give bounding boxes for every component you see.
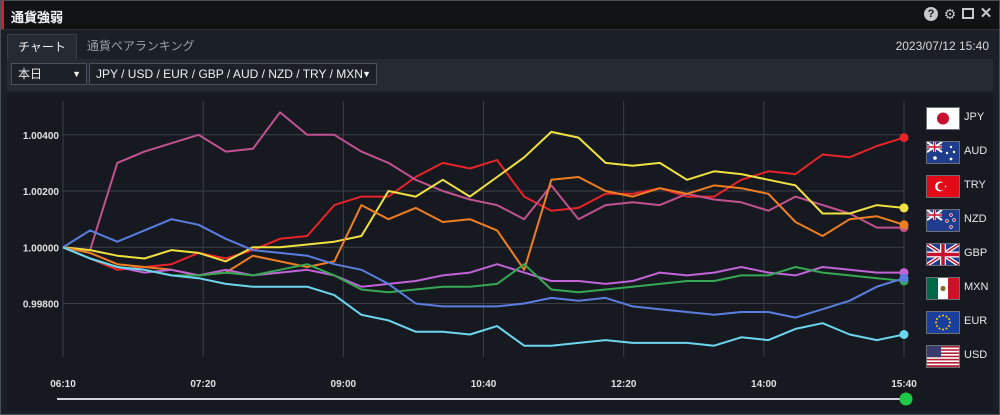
end-point-nzd xyxy=(899,220,909,230)
gear-icon[interactable]: ⚙ xyxy=(943,6,957,22)
end-point-eur xyxy=(899,273,909,283)
legend-item-jpy[interactable]: JPY xyxy=(923,105,997,133)
title-accent xyxy=(1,1,4,29)
us-flag-icon xyxy=(926,345,960,368)
x-tick-label: 14:00 xyxy=(751,379,777,390)
series-line-eur xyxy=(62,218,905,319)
australia-flag-icon xyxy=(926,141,960,164)
chevron-down-icon: ▼ xyxy=(362,69,371,79)
legend-item-try[interactable]: TRY xyxy=(923,173,997,201)
chart-toolbar: 本日 ▼ JPY / USD / EUR / GBP / AUD / NZD /… xyxy=(7,59,993,91)
y-tick-label: 1.00200 xyxy=(23,187,60,198)
tab-chart[interactable]: チャート xyxy=(7,34,77,59)
series-line-usd xyxy=(62,246,905,347)
y-tick-label: 1.00400 xyxy=(23,131,60,142)
legend-label: TRY xyxy=(964,179,986,191)
maximize-icon[interactable] xyxy=(962,8,974,19)
legend-item-gbp[interactable]: GBP xyxy=(923,241,997,269)
chevron-down-icon: ▼ xyxy=(72,69,81,79)
eu-flag-icon xyxy=(926,311,960,334)
x-tick-label: 10:40 xyxy=(471,379,497,390)
end-point-try xyxy=(899,133,909,143)
turkey-flag-icon xyxy=(926,175,960,198)
x-tick-label: 06:10 xyxy=(50,379,76,390)
series-line-mxn xyxy=(62,246,905,294)
end-point-jpy xyxy=(899,203,909,213)
x-tick-label: 09:00 xyxy=(331,379,357,390)
mexico-flag-icon xyxy=(926,277,960,300)
legend-label: AUD xyxy=(964,145,988,157)
new-zealand-flag-icon xyxy=(926,209,960,232)
japan-flag-icon xyxy=(926,107,960,130)
y-tick-label: 0.99800 xyxy=(23,300,60,311)
tab-bar: チャート 通貨ペアランキング xyxy=(7,34,205,59)
window-title: 通貨強弱 xyxy=(11,10,64,25)
x-tick-label: 12:20 xyxy=(611,379,637,390)
time-slider-handle[interactable] xyxy=(899,392,913,406)
y-tick-label: 1.00000 xyxy=(23,243,60,254)
legend-label: MXN xyxy=(964,281,989,293)
current-datetime: 2023/07/12 15:40 xyxy=(895,39,989,53)
close-icon[interactable]: ✕ xyxy=(979,5,993,22)
end-point-usd xyxy=(899,329,909,339)
title-bar[interactable]: 通貨強弱 ? ⚙ ✕ xyxy=(1,1,999,30)
currency-select-value: JPY / USD / EUR / GBP / AUD / NZD / TRY … xyxy=(96,67,363,81)
uk-flag-icon xyxy=(926,243,960,266)
chart-area xyxy=(7,93,993,411)
x-tick-label: 15:40 xyxy=(891,379,917,390)
legend-item-aud[interactable]: AUD xyxy=(923,139,997,167)
legend-item-eur[interactable]: EUR xyxy=(923,309,997,337)
legend-label: USD xyxy=(964,349,988,361)
legend-item-mxn[interactable]: MXN xyxy=(923,275,997,303)
legend-item-nzd[interactable]: NZD xyxy=(923,207,997,235)
window-controls: ? ⚙ ✕ xyxy=(924,5,993,22)
series-line-jpy xyxy=(62,130,905,263)
legend-label: NZD xyxy=(964,213,987,225)
series-line-aud xyxy=(62,111,904,252)
legend-label: JPY xyxy=(964,111,985,123)
legend-label: EUR xyxy=(964,315,988,327)
legend-label: GBP xyxy=(964,247,988,259)
currency-select[interactable]: JPY / USD / EUR / GBP / AUD / NZD / TRY … xyxy=(89,63,377,85)
period-select[interactable]: 本日 ▼ xyxy=(11,63,87,85)
x-tick-label: 07:20 xyxy=(190,379,216,390)
tab-pair-ranking[interactable]: 通貨ペアランキング xyxy=(86,39,195,53)
help-icon[interactable]: ? xyxy=(924,7,938,21)
period-select-value: 本日 xyxy=(18,67,43,81)
legend-item-usd[interactable]: USD xyxy=(923,343,997,371)
